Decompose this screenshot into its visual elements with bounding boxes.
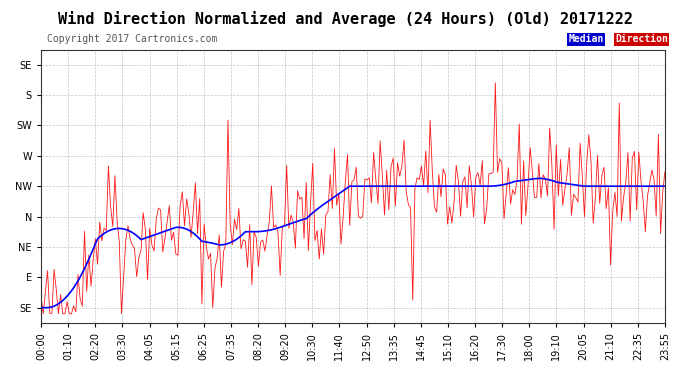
Text: Direction: Direction [615,34,668,44]
Text: Wind Direction Normalized and Average (24 Hours) (Old) 20171222: Wind Direction Normalized and Average (2… [57,11,633,27]
Text: Copyright 2017 Cartronics.com: Copyright 2017 Cartronics.com [48,34,217,44]
Text: Median: Median [568,34,604,44]
